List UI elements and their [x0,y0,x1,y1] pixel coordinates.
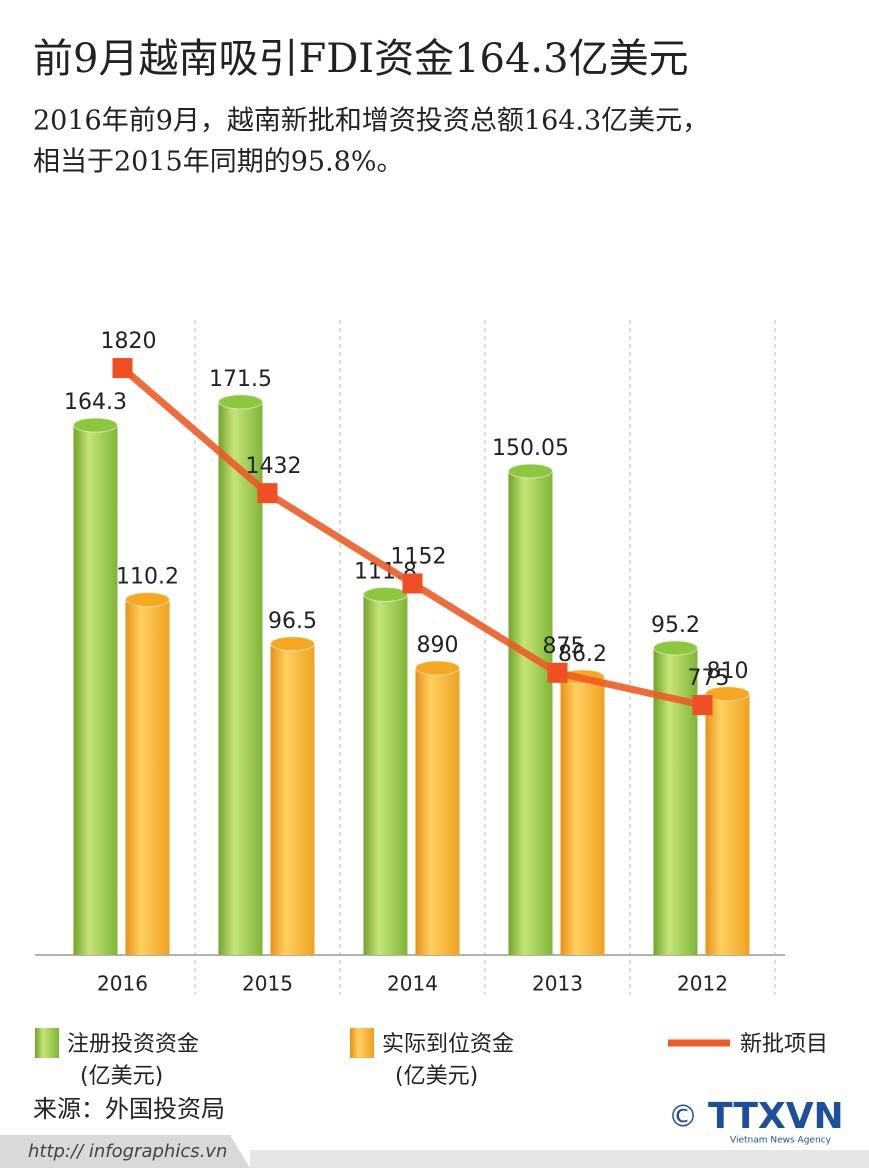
bar [415,667,460,955]
data-label: 171.5 [209,367,272,392]
line-marker [547,662,568,683]
subtitle: 2016年前9月，越南新批和增资投资总额164.3亿美元， [33,106,709,137]
bar-cap [653,640,698,656]
bar-cap [270,636,315,652]
x-tick-label: 2014 [387,972,438,996]
data-label: 1432 [246,454,302,479]
bar [73,425,118,955]
legend-unit: (亿美元) [80,1064,163,1089]
footer-band [0,1135,250,1168]
bar [560,677,605,955]
data-label: 1152 [391,544,447,569]
line [120,365,704,709]
line-marker [692,695,713,716]
x-tick-label: 2015 [242,972,293,996]
legend-label: 新批项目 [740,1032,828,1057]
line-marker [257,483,278,504]
bar-cap [508,463,553,479]
bar [270,643,315,955]
data-label: 875 [543,634,585,659]
footer-url: http:// infographics.vn [28,1141,227,1162]
bar-cap [705,686,750,702]
footer-band [250,1150,869,1168]
logo-sub: Vietnam News Agency [730,1136,832,1146]
source: 来源：外国投资局 [33,1095,225,1123]
data-label: 164.3 [64,390,127,415]
data-label: 1820 [101,329,157,354]
line-marker [112,358,133,379]
x-tick-label: 2013 [532,972,583,996]
bar-cap [125,592,170,608]
data-label: 810 [707,659,749,684]
legend-unit: (亿美元) [395,1064,478,1089]
legend-label: 注册投资资金 [67,1032,199,1057]
data-label: 110.2 [116,565,179,590]
data-label: 890 [417,633,459,658]
chart-title: 前9月越南吸引FDI资金164.3亿美元 [33,36,689,82]
subtitle: 相当于2015年同期的95.8%。 [33,147,404,178]
x-tick-label: 2012 [677,972,728,996]
bar [363,594,408,955]
bar-cap [218,394,263,410]
bar-cap [73,417,118,433]
bar [508,471,553,955]
bar [125,599,170,955]
data-label: 775 [688,666,730,691]
legend-label: 实际到位资金 [382,1032,514,1057]
logo: TTXVN [708,1096,844,1137]
legend-swatch [350,1028,374,1058]
bar [218,401,263,956]
x-tick-label: 2016 [97,972,148,996]
line-marker [402,573,423,594]
copyright: © [668,1100,698,1135]
bar-cap [363,586,408,602]
bar-cap [415,660,460,676]
bar [705,693,750,955]
data-label: 96.5 [268,609,317,634]
legend-swatch [35,1028,59,1058]
data-label: 95.2 [651,613,700,638]
data-label: 150.05 [492,436,569,461]
